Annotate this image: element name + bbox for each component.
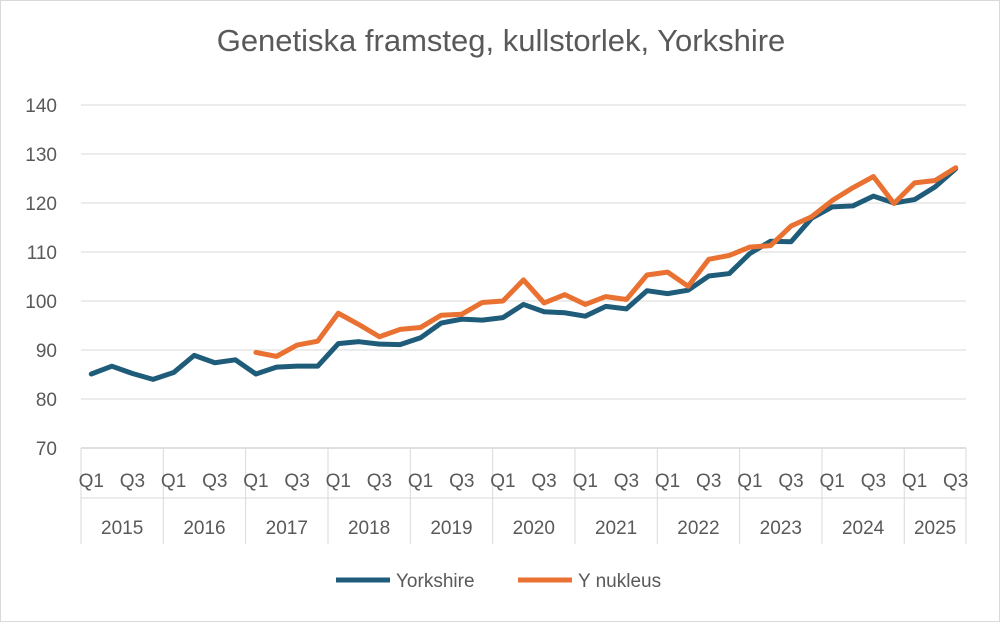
quarter-label-38: Q3 [861, 471, 886, 492]
quarter-label-12: Q1 [326, 471, 351, 492]
quarter-label-36: Q1 [820, 471, 845, 492]
quarter-label-34: Q3 [778, 471, 803, 492]
quarter-label-8: Q1 [243, 471, 268, 492]
chart-title: Genetiska framsteg, kullstorlek, Yorkshi… [216, 23, 786, 58]
quarter-label-4: Q1 [161, 471, 186, 492]
y-tick-label-140: 140 [25, 96, 57, 117]
quarter-label-6: Q3 [202, 471, 227, 492]
quarter-label-30: Q3 [696, 471, 721, 492]
quarter-label-10: Q3 [284, 471, 309, 492]
year-label-2019: 2019 [430, 518, 472, 539]
year-label-2020: 2020 [513, 518, 555, 539]
y-tick-label-130: 130 [25, 145, 57, 166]
quarter-label-22: Q3 [531, 471, 556, 492]
quarter-label-40: Q1 [902, 471, 927, 492]
year-label-2025: 2025 [914, 518, 956, 539]
quarter-label-0: Q1 [79, 471, 104, 492]
y-tick-label-80: 80 [36, 390, 57, 411]
series-line-1 [253, 165, 959, 359]
series-line-0 [88, 166, 959, 382]
year-label-2016: 2016 [183, 518, 225, 539]
quarter-label-32: Q1 [737, 471, 762, 492]
y-tick-label-100: 100 [25, 292, 57, 313]
y-tick-label-110: 110 [27, 243, 57, 264]
quarter-label-28: Q1 [655, 471, 680, 492]
quarter-label-16: Q1 [408, 471, 433, 492]
quarter-label-24: Q1 [573, 471, 598, 492]
year-label-2024: 2024 [842, 518, 885, 539]
year-label-2023: 2023 [760, 518, 802, 539]
year-label-2022: 2022 [677, 518, 719, 539]
quarter-label-20: Q1 [490, 471, 515, 492]
year-label-2017: 2017 [266, 518, 308, 539]
quarter-label-42: Q3 [943, 471, 968, 492]
year-label-2021: 2021 [595, 518, 637, 539]
quarter-label-14: Q3 [367, 471, 392, 492]
y-tick-label-120: 120 [25, 194, 57, 215]
quarter-label-2: Q3 [120, 471, 145, 492]
legend-label-0: Yorkshire [396, 571, 475, 592]
quarter-label-18: Q3 [449, 471, 474, 492]
year-label-2018: 2018 [348, 518, 390, 539]
y-tick-label-90: 90 [36, 341, 57, 362]
quarter-label-26: Q3 [614, 471, 639, 492]
legend-label-1: Y nukleus [578, 571, 661, 592]
year-label-2015: 2015 [101, 518, 143, 539]
y-tick-label-70: 70 [36, 439, 57, 460]
